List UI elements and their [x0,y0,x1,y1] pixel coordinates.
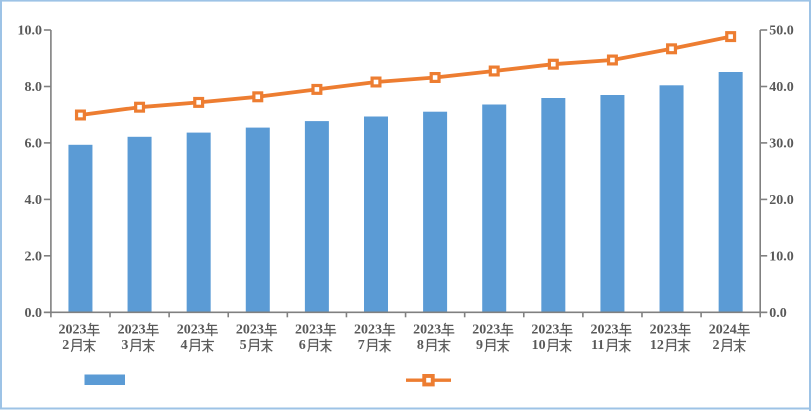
svg-text:4: 4 [180,338,187,353]
svg-text:8.0: 8.0 [25,80,43,95]
svg-text:2: 2 [712,338,719,353]
svg-text:2023: 2023 [650,323,678,338]
svg-text:2023: 2023 [413,323,441,338]
svg-text:5: 5 [240,338,247,353]
svg-text:2: 2 [62,338,69,353]
svg-text:0.0: 0.0 [769,306,787,321]
svg-text:11: 11 [591,338,604,353]
svg-text:12: 12 [650,338,664,353]
svg-text:2023: 2023 [354,323,382,338]
svg-text:6: 6 [299,338,306,353]
svg-text:9: 9 [476,338,483,353]
svg-text:2023: 2023 [236,323,264,338]
svg-text:20.0: 20.0 [769,193,794,208]
svg-text:2023: 2023 [472,323,500,338]
svg-text:8: 8 [417,338,424,353]
svg-text:30.0: 30.0 [769,137,794,152]
svg-text:2023: 2023 [295,323,323,338]
svg-text:3: 3 [121,338,128,353]
svg-text:40.0: 40.0 [769,80,794,95]
svg-text:2023: 2023 [118,323,146,338]
svg-text:2023: 2023 [177,323,205,338]
svg-text:2023: 2023 [531,323,559,338]
svg-text:6.0: 6.0 [25,137,43,152]
svg-text:2023: 2023 [59,323,87,338]
svg-text:10.0: 10.0 [769,249,794,264]
svg-text:10.0: 10.0 [18,24,43,39]
svg-text:2024: 2024 [709,323,737,338]
svg-text:10: 10 [532,338,546,353]
svg-text:7: 7 [358,338,365,353]
svg-text:0.0: 0.0 [25,306,43,321]
svg-text:2023: 2023 [590,323,618,338]
svg-text:2.0: 2.0 [25,249,43,264]
svg-text:4.0: 4.0 [25,193,43,208]
svg-text:50.0: 50.0 [769,24,794,39]
